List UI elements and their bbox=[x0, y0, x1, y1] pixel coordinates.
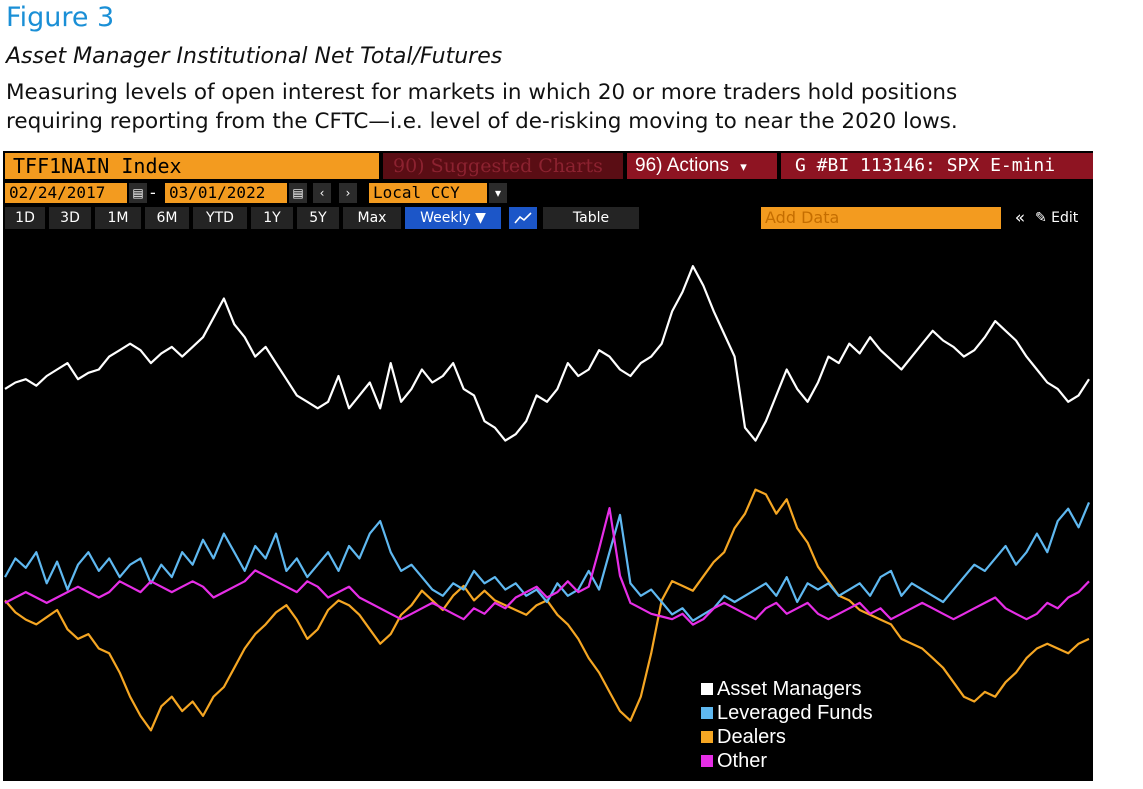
currency-dropdown-icon[interactable]: ▾ bbox=[489, 183, 507, 203]
currency-select[interactable]: Local CCY bbox=[369, 183, 487, 203]
terminal-panel: TFF1NAIN Index 90) Suggested Charts 96) … bbox=[3, 151, 1093, 781]
legend-swatch-asset-managers bbox=[701, 683, 713, 695]
start-date-field[interactable]: 02/24/2017 bbox=[5, 183, 127, 203]
legend-item-leveraged-funds: Leveraged Funds bbox=[701, 702, 873, 724]
legend-label-leveraged-funds: Leveraged Funds bbox=[717, 702, 873, 724]
legend-swatch-leveraged-funds bbox=[701, 707, 713, 719]
figure-label: Figure 3 bbox=[6, 2, 115, 33]
chart-legend: Asset Managers Leveraged Funds Dealers O… bbox=[693, 664, 899, 779]
legend-label-asset-managers: Asset Managers bbox=[717, 678, 862, 700]
edit-button[interactable]: ✎ Edit bbox=[1035, 207, 1093, 229]
description-line-2: requiring reporting from the CFTC—i.e. l… bbox=[6, 109, 958, 134]
period-5y-button[interactable]: 5Y bbox=[297, 207, 339, 229]
line-chart bbox=[4, 265, 1091, 732]
legend-label-dealers: Dealers bbox=[717, 726, 786, 748]
series-line-asset-managers bbox=[4, 265, 1090, 442]
next-period-icon[interactable]: › bbox=[339, 183, 357, 203]
ticker-field[interactable]: TFF1NAIN Index bbox=[5, 153, 379, 179]
description-line-1: Measuring levels of open interest for ma… bbox=[6, 80, 958, 105]
legend-swatch-dealers bbox=[701, 731, 713, 743]
suggested-charts-button[interactable]: 90) Suggested Charts bbox=[383, 153, 623, 179]
collapse-icon[interactable]: « bbox=[1007, 207, 1033, 229]
series-line-dealers bbox=[4, 488, 1090, 732]
frequency-select[interactable]: Weekly ▼ bbox=[405, 207, 501, 229]
actions-button[interactable]: 96) Actions ▾ bbox=[627, 153, 777, 179]
period-1m-button[interactable]: 1M bbox=[95, 207, 141, 229]
period-1d-button[interactable]: 1D bbox=[5, 207, 45, 229]
series-line-leveraged-funds bbox=[4, 501, 1091, 622]
prev-period-icon[interactable]: ‹ bbox=[313, 183, 331, 203]
period-max-button[interactable]: Max bbox=[343, 207, 401, 229]
period-toolbar: 1D 3D 1M 6M YTD 1Y 5Y Max Weekly ▼ Table… bbox=[3, 206, 1093, 230]
line-chart-icon[interactable] bbox=[509, 207, 537, 229]
end-calendar-icon[interactable]: ▤ bbox=[289, 183, 307, 203]
period-6m-button[interactable]: 6M bbox=[145, 207, 189, 229]
actions-caret-icon: ▾ bbox=[740, 159, 747, 174]
chart-description: Measuring levels of open interest for ma… bbox=[6, 78, 1141, 136]
period-ytd-button[interactable]: YTD bbox=[193, 207, 247, 229]
date-range-bar: 02/24/2017 ▤ - 03/01/2022 ▤ ‹ › Local CC… bbox=[3, 182, 1093, 204]
series-line-other bbox=[4, 507, 1090, 626]
period-3d-button[interactable]: 3D bbox=[49, 207, 91, 229]
legend-item-other: Other bbox=[701, 750, 767, 772]
legend-label-other: Other bbox=[717, 750, 768, 772]
actions-label: 96) Actions bbox=[635, 155, 729, 176]
end-date-field[interactable]: 03/01/2022 bbox=[165, 183, 287, 203]
terminal-header: TFF1NAIN Index 90) Suggested Charts 96) … bbox=[3, 151, 1093, 181]
start-calendar-icon[interactable]: ▤ bbox=[129, 183, 147, 203]
add-data-input[interactable]: Add Data bbox=[761, 207, 1001, 229]
chart-subtitle: Asset Manager Institutional Net Total/Fu… bbox=[6, 44, 503, 69]
date-separator: - bbox=[150, 183, 156, 202]
legend-item-asset-managers: Asset Managers bbox=[701, 678, 862, 700]
period-1y-button[interactable]: 1Y bbox=[251, 207, 293, 229]
chart-code-label: G #BI 113146: SPX E-mini bbox=[781, 153, 1093, 179]
legend-swatch-other bbox=[701, 755, 713, 767]
legend-item-dealers: Dealers bbox=[701, 726, 786, 748]
table-button[interactable]: Table bbox=[543, 207, 639, 229]
